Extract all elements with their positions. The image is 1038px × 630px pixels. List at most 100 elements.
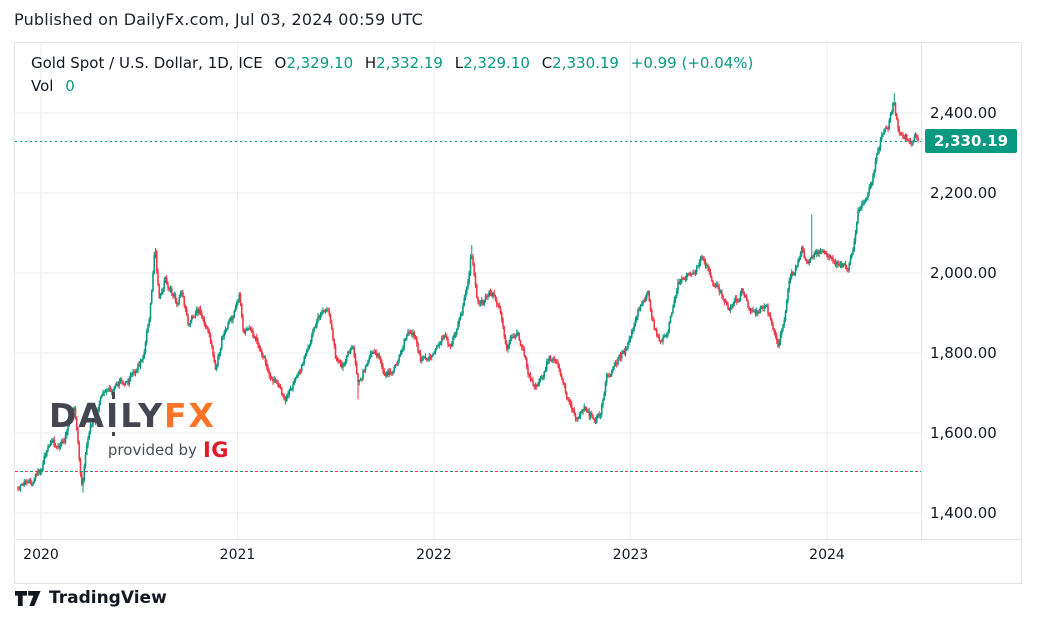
candle-body	[309, 342, 312, 346]
volume-value: 0	[65, 77, 75, 95]
candle-body	[690, 273, 693, 275]
candle-body	[692, 272, 694, 275]
candle-wick	[630, 335, 631, 343]
candle-body	[105, 390, 108, 392]
candle-body	[358, 380, 361, 383]
candle-body	[859, 208, 862, 210]
candle-body	[22, 484, 24, 486]
candle-body	[673, 300, 676, 308]
candle-wick	[757, 310, 759, 317]
candle-body	[319, 314, 322, 318]
candle-body	[300, 364, 303, 371]
candle-body	[458, 318, 461, 325]
candle-body	[747, 300, 749, 308]
candle-body	[217, 356, 219, 366]
candle-body	[368, 357, 371, 361]
candle-body	[734, 298, 737, 302]
high-value: 2,332.19	[376, 54, 443, 72]
candle-body	[257, 340, 259, 346]
candle-body	[572, 409, 574, 411]
candle-body	[820, 250, 823, 252]
candle-body	[49, 443, 52, 446]
candle-wick	[56, 445, 58, 450]
candle-body	[755, 310, 758, 315]
candle-body	[554, 359, 557, 361]
candle-body	[82, 480, 84, 485]
chart-pane[interactable]: DA I LY FX provided by IG Gold Spot / U.S. …	[15, 43, 921, 539]
price-axis[interactable]: 2,330.19 2,400.00 2,200.00 2,000.00 1,800.0…	[921, 43, 1022, 539]
open-value: 2,329.10	[286, 54, 354, 72]
candle-wick	[578, 412, 580, 420]
candle-body	[398, 355, 401, 361]
candle-body	[323, 310, 326, 312]
candle-body	[467, 281, 469, 288]
candle-body	[193, 316, 196, 318]
time-axis[interactable]: 2020 2021 2022 2023 2024	[15, 539, 1021, 584]
candle-wick	[57, 442, 59, 449]
candle-wick	[521, 344, 523, 351]
candle-wick	[825, 250, 826, 255]
dailyfx-logo-da: DA	[49, 396, 106, 435]
candle-body	[738, 300, 741, 302]
candle-wick	[528, 372, 530, 379]
candle-wick	[396, 361, 398, 366]
candle-body	[863, 202, 866, 204]
candle-body	[310, 335, 313, 343]
dailyfx-logo-candle-i: I	[105, 392, 121, 436]
candle-wick	[811, 214, 813, 260]
candle-body	[744, 296, 747, 298]
candle-body	[127, 381, 129, 385]
candle-body	[399, 353, 402, 356]
candle-body	[582, 409, 584, 413]
candle-body	[735, 298, 738, 302]
candle-body	[555, 360, 558, 362]
candle-body	[433, 352, 436, 354]
candle-body	[264, 356, 267, 363]
candle-body	[557, 361, 559, 365]
legend-volume-row[interactable]: Vol 0	[31, 75, 753, 98]
candle-body	[175, 300, 178, 304]
candle-body	[868, 187, 871, 193]
ig-logo: IG	[202, 438, 229, 462]
candle-body	[645, 294, 648, 299]
candle-body	[389, 370, 392, 374]
candle-wick	[693, 270, 695, 275]
candle-body	[233, 311, 236, 318]
candle-wick	[581, 408, 583, 414]
candle-body	[915, 134, 918, 138]
candle-wick	[531, 378, 533, 381]
candle-body	[819, 250, 822, 252]
candle-body	[48, 445, 51, 448]
candlestick-chart[interactable]	[15, 43, 921, 539]
candle-body	[547, 361, 549, 363]
tradingview-attribution[interactable]: TradingView	[15, 588, 167, 608]
candle-body	[832, 258, 834, 262]
candle-body	[285, 395, 288, 401]
candle-body	[802, 247, 804, 251]
candle-wick	[885, 126, 886, 133]
legend-symbol-row[interactable]: Gold Spot / U.S. Dollar, 1D, ICE O2,329.…	[31, 52, 753, 75]
candle-body	[798, 258, 801, 262]
candle-body	[827, 255, 829, 258]
candle-body	[633, 324, 636, 330]
candle-body	[158, 284, 161, 299]
candle-body	[227, 323, 229, 329]
candle-body	[297, 374, 299, 377]
provided-by-line: provided by IG	[49, 438, 231, 462]
candle-body	[679, 281, 682, 285]
candle-body	[409, 332, 412, 334]
candle-body	[660, 341, 663, 343]
candle-body	[708, 268, 711, 273]
candle-body	[223, 332, 226, 337]
candle-body	[488, 291, 491, 296]
candle-body	[665, 335, 668, 337]
candle-body	[375, 352, 378, 357]
candle-body	[733, 301, 736, 305]
candle-body	[80, 474, 83, 485]
candle-body	[534, 384, 537, 387]
candle-body	[655, 329, 658, 336]
candle-body	[424, 356, 427, 359]
candle-body	[535, 384, 538, 387]
candle-body	[780, 329, 783, 335]
candle-body	[32, 482, 34, 486]
